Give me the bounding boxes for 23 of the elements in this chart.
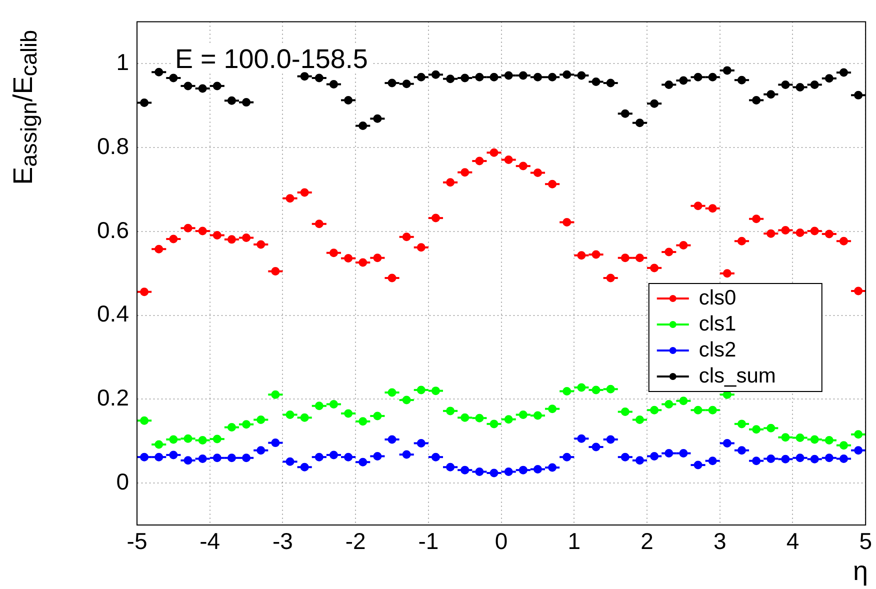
x-tick-label: 4 [786,528,800,554]
x-tick-label: -4 [200,528,220,554]
annotation: E = 100.0-158.5 [175,44,368,74]
x-tick-label: 2 [640,528,654,554]
x-tick-label: 1 [568,528,581,554]
y-tick-label: 0.4 [97,300,130,327]
x-axis-title: η [852,556,868,586]
x-tick-label: -2 [345,528,366,554]
y-tick-label: 0 [116,468,129,494]
legend-label: cls0 [698,286,736,310]
x-tick-label: 5 [859,528,872,554]
legend-label: cls_sum [698,364,776,388]
y-tick-label: 0.6 [97,216,129,243]
x-tick-label: -5 [126,528,148,554]
y-tick-label: 0.2 [97,384,129,411]
y-tick-label: 1 [116,49,129,76]
y-tick-label: 0.8 [97,132,129,159]
x-tick-label: -3 [272,528,293,554]
legend-label: cls2 [698,338,736,362]
x-tick-label: -1 [418,528,439,554]
x-tick-label: 3 [713,528,726,554]
x-tick-label: 0 [494,528,508,554]
legend-label: cls1 [698,312,736,336]
